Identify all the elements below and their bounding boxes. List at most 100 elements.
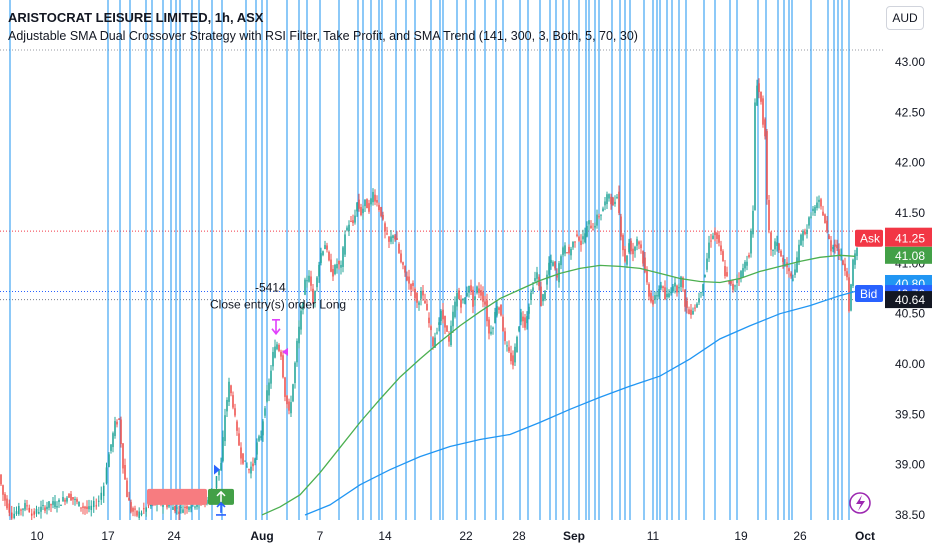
candle-body xyxy=(728,281,730,283)
candle-body xyxy=(316,277,318,288)
candle-body xyxy=(740,271,742,279)
candle-body xyxy=(756,85,758,106)
candle-body xyxy=(196,504,198,507)
candle-body xyxy=(40,506,42,512)
candle-body xyxy=(102,485,105,496)
candle-body xyxy=(256,442,258,455)
long-arrow-icon xyxy=(216,490,226,502)
candle-body xyxy=(328,252,330,261)
candle-body xyxy=(122,443,124,469)
candle-body xyxy=(790,273,792,277)
candle-body xyxy=(514,346,516,363)
bid-label-tag xyxy=(855,285,883,303)
currency-button[interactable]: AUD xyxy=(886,6,924,30)
candle-body xyxy=(262,421,264,436)
candle-body xyxy=(404,265,406,273)
candle-body xyxy=(2,485,4,495)
candle-body xyxy=(510,352,512,362)
candle-body xyxy=(398,243,400,253)
candle-body xyxy=(748,254,750,258)
candle-body xyxy=(804,231,806,234)
x-axis: 10 17 24 Aug 7 14 22 28 Sep 11 19 26 Oct xyxy=(0,520,932,550)
candle-body xyxy=(232,395,234,408)
sma-slow-line xyxy=(304,290,856,516)
candle-body xyxy=(88,506,90,510)
candle-body xyxy=(324,245,326,250)
x-tick-label: 24 xyxy=(167,529,181,543)
candle-body xyxy=(608,194,610,199)
candle-body xyxy=(782,257,784,263)
candle-body xyxy=(464,297,466,304)
candle-body xyxy=(652,299,654,305)
candle-body xyxy=(6,498,8,509)
candle-body xyxy=(372,191,374,203)
candle-body xyxy=(242,453,244,464)
price-badge xyxy=(885,291,932,309)
y-tick-label: 42.00 xyxy=(895,156,925,170)
candle-body xyxy=(500,304,502,316)
candle-body xyxy=(434,337,436,348)
candle-body xyxy=(586,225,588,237)
candle-body xyxy=(22,508,24,510)
candle-body xyxy=(548,262,550,275)
candle-body xyxy=(20,509,22,511)
candle-body xyxy=(596,214,598,226)
candle-body xyxy=(95,505,98,507)
candle-body xyxy=(590,225,592,229)
candle-body xyxy=(188,506,190,510)
candle-body xyxy=(124,464,126,480)
candle-body xyxy=(636,239,638,246)
buy-signal-icon xyxy=(216,501,226,516)
x-tick-label: 11 xyxy=(647,529,660,543)
candle-body xyxy=(182,509,184,513)
entry-marker-icon xyxy=(214,464,220,475)
x-tick-label: 19 xyxy=(734,529,748,543)
candle-body xyxy=(48,501,50,508)
candle-body xyxy=(838,249,840,256)
candle-body xyxy=(362,208,364,214)
candle-body xyxy=(558,263,560,283)
candle-body xyxy=(458,290,460,299)
candle-body xyxy=(750,230,752,254)
candle-body xyxy=(820,199,822,207)
candle-body xyxy=(38,512,40,514)
candle-body xyxy=(744,261,746,269)
candle-body xyxy=(162,504,164,507)
candle-body xyxy=(620,216,622,237)
candle-body xyxy=(320,253,322,263)
y-tick-label: 40.50 xyxy=(895,307,925,321)
candle-body xyxy=(190,506,192,509)
candle-body xyxy=(824,214,826,224)
candle-body xyxy=(50,504,52,506)
candle-body xyxy=(706,258,708,270)
candle-body xyxy=(60,505,62,507)
candle-body xyxy=(584,233,586,243)
candle-body xyxy=(812,208,814,211)
candle-body xyxy=(600,214,602,216)
candle-body xyxy=(100,492,103,500)
candle-body xyxy=(800,234,802,246)
candle-body xyxy=(490,331,492,334)
candle-body xyxy=(446,325,448,332)
candle-body xyxy=(594,225,596,228)
candle-body xyxy=(126,480,128,498)
candle-body xyxy=(678,287,680,289)
candle-body xyxy=(184,506,186,508)
candle-body xyxy=(250,466,252,474)
candle-body xyxy=(120,419,122,445)
candle-body xyxy=(344,234,346,255)
candle-body xyxy=(288,401,290,411)
candle-body xyxy=(792,279,794,281)
candle-body xyxy=(776,242,778,246)
candle-body xyxy=(556,274,558,278)
candle-body xyxy=(140,512,143,516)
candle-body xyxy=(520,312,522,322)
candle-body xyxy=(246,466,248,468)
candle-body xyxy=(722,251,724,262)
candle-body xyxy=(306,280,308,282)
candle-body xyxy=(112,433,114,448)
candle-body xyxy=(724,266,726,277)
candle-body xyxy=(752,210,754,235)
